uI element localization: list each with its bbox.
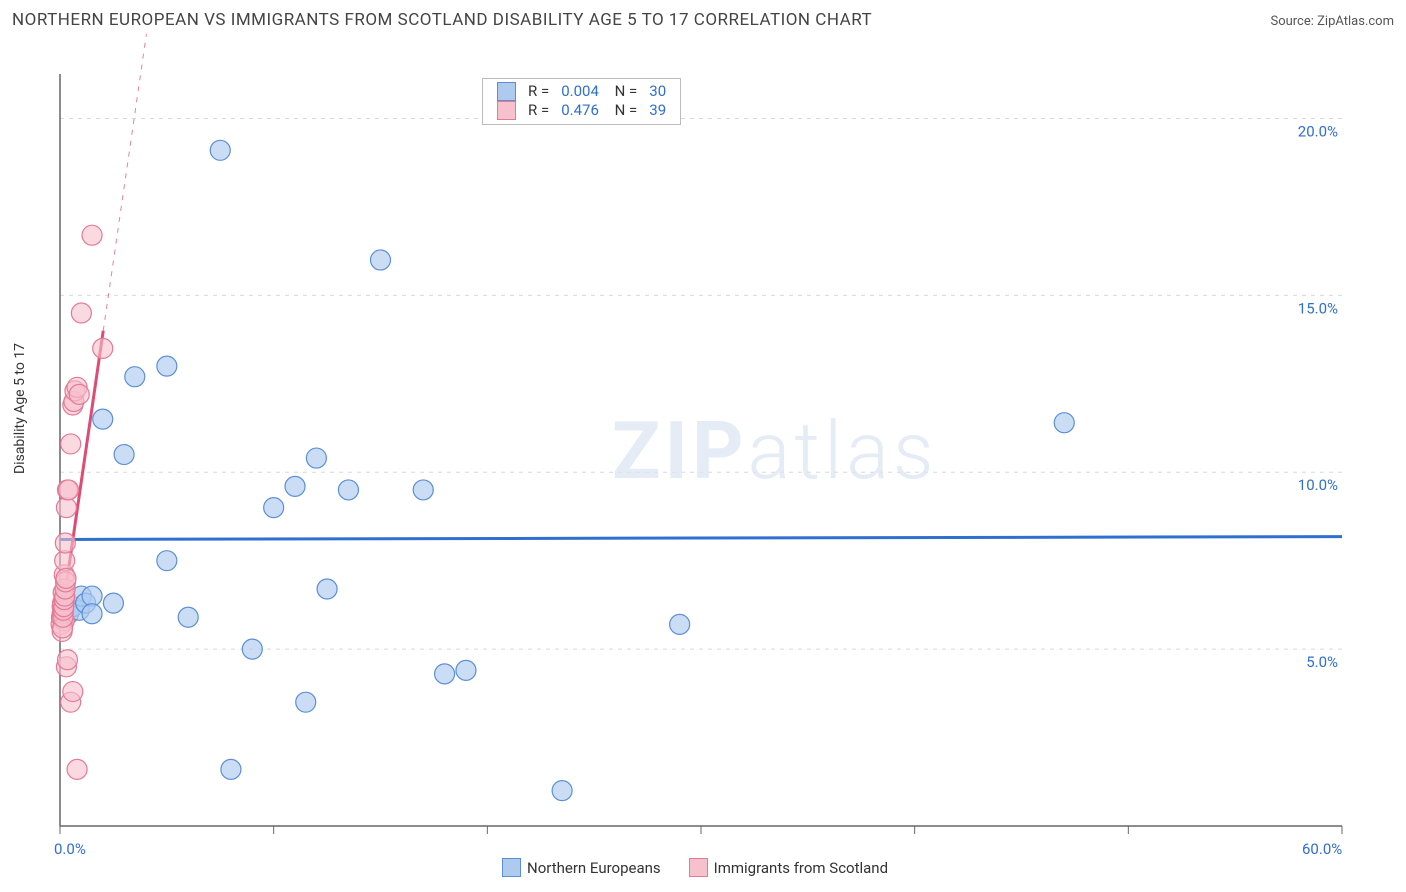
svg-text:5.0%: 5.0% — [1306, 653, 1338, 671]
chart-title: NORTHERN EUROPEAN VS IMMIGRANTS FROM SCO… — [12, 10, 872, 30]
svg-text:20.0%: 20.0% — [1298, 122, 1338, 140]
source-label: Source: ZipAtlas.com — [1270, 14, 1394, 29]
scatter-chart: 5.0% 10.0% 15.0% 20.0% 0.0% 60.0% — [12, 34, 1394, 864]
svg-text:60.0%: 60.0% — [1302, 840, 1342, 858]
svg-text:10.0%: 10.0% — [1298, 476, 1338, 494]
svg-text:0.0%: 0.0% — [54, 840, 86, 858]
stats-legend: R =0.004 N =30R =0.476 N =39 — [482, 78, 681, 125]
svg-text:15.0%: 15.0% — [1298, 299, 1338, 317]
chart-container: Disability Age 5 to 17 ZIPatlas R =0.004… — [12, 34, 1394, 864]
series-legend: Northern EuropeansImmigrants from Scotla… — [502, 858, 888, 877]
y-axis-label: Disability Age 5 to 17 — [12, 343, 28, 474]
